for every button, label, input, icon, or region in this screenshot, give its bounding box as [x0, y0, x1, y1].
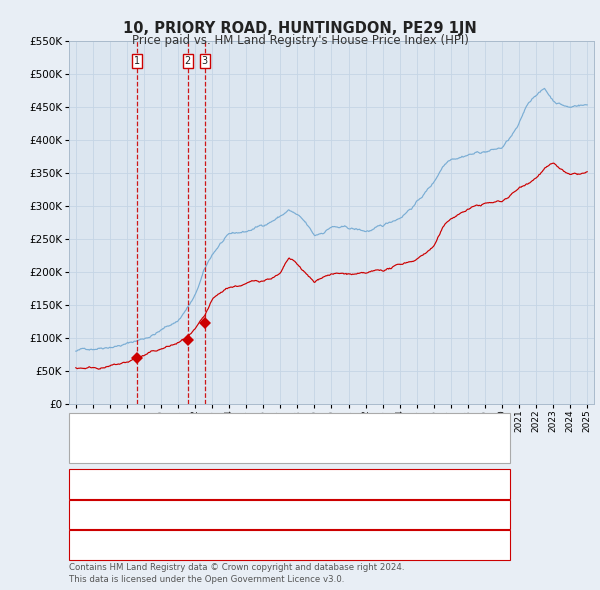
Text: 25-JUL-2002: 25-JUL-2002	[110, 540, 178, 549]
Text: 2: 2	[185, 56, 191, 66]
Text: Price paid vs. HM Land Registry's House Price Index (HPI): Price paid vs. HM Land Registry's House …	[131, 34, 469, 47]
Text: 36% ↓ HPI: 36% ↓ HPI	[352, 509, 410, 519]
Text: 10, PRIORY ROAD, HUNTINGDON, PE29 1JN: 10, PRIORY ROAD, HUNTINGDON, PE29 1JN	[123, 21, 477, 35]
Text: 07-AUG-1998: 07-AUG-1998	[107, 478, 181, 488]
Text: £122,500: £122,500	[244, 540, 296, 549]
Text: 3: 3	[202, 56, 208, 66]
Text: 10, PRIORY ROAD, HUNTINGDON, PE29 1JN (detached house): 10, PRIORY ROAD, HUNTINGDON, PE29 1JN (d…	[111, 422, 428, 432]
Text: £70,000: £70,000	[247, 478, 293, 488]
Text: 2: 2	[82, 509, 89, 519]
Text: 1: 1	[134, 56, 140, 66]
Text: 1: 1	[82, 478, 89, 488]
Text: 34% ↓ HPI: 34% ↓ HPI	[351, 478, 411, 488]
Text: 30% ↓ HPI: 30% ↓ HPI	[352, 540, 410, 549]
Text: Contains HM Land Registry data © Crown copyright and database right 2024.
This d: Contains HM Land Registry data © Crown c…	[69, 563, 404, 584]
Text: HPI: Average price, detached house, Huntingdonshire: HPI: Average price, detached house, Hunt…	[111, 444, 391, 454]
Text: 25-JUL-2001: 25-JUL-2001	[110, 509, 178, 519]
Text: 3: 3	[82, 540, 89, 549]
Text: £96,750: £96,750	[247, 509, 293, 519]
